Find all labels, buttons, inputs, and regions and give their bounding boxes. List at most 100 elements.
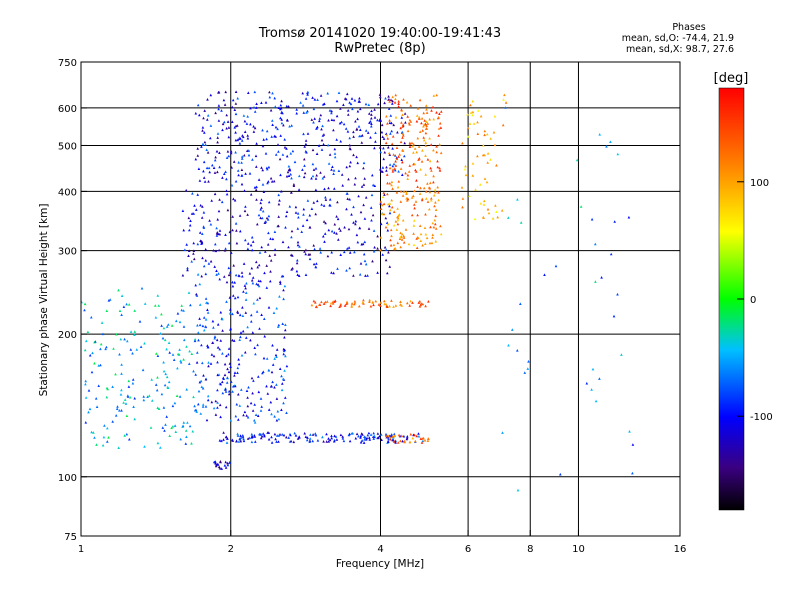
data-point [171,353,175,356]
data-point [554,264,558,268]
data-point [227,241,231,245]
data-point [371,301,374,304]
data-point [206,98,209,101]
data-point [259,208,262,211]
data-point [216,136,219,139]
data-point [364,196,368,199]
data-point [182,325,186,328]
data-point [400,238,404,241]
data-point [329,301,333,305]
data-point [296,437,300,440]
data-point [333,231,336,234]
data-point [206,344,209,347]
data-point [296,273,299,276]
data-point [215,273,218,276]
data-point [150,378,153,381]
data-point [394,441,397,444]
data-point [156,294,160,297]
data-point [206,311,210,314]
data-point [172,358,176,361]
data-point [425,104,428,107]
data-point [376,234,379,238]
data-point [406,115,409,118]
data-point [396,218,400,222]
data-point [381,253,384,256]
data-point [244,350,247,354]
data-point [231,438,234,442]
data-point [350,302,354,305]
data-point [175,394,179,397]
data-point [368,436,371,439]
data-point [232,384,235,388]
data-point [203,140,207,144]
data-point [415,170,418,173]
data-point [312,244,315,247]
data-point [402,134,405,137]
data-point [260,198,263,201]
data-point [265,384,268,388]
data-point [390,433,394,436]
data-point [360,242,363,246]
data-point [285,411,288,414]
data-point [352,221,355,224]
data-point [273,415,276,418]
data-point [185,435,188,438]
data-point [93,361,96,365]
phase-stats: Phases mean, sd,O: -74.4, 21.9 mean, sd,… [534,22,734,55]
data-point [428,117,431,121]
data-point [214,242,217,246]
data-point [410,141,414,145]
data-point [424,154,427,157]
data-point [345,192,349,195]
data-point [439,232,443,236]
data-point [106,440,109,443]
data-point [231,98,235,102]
data-point [251,240,255,243]
data-point [367,227,371,230]
data-point [159,446,162,449]
data-point [491,217,495,220]
data-point [363,259,367,263]
data-point [322,302,326,305]
data-point [327,437,330,440]
data-point [225,156,229,159]
data-point [234,150,237,154]
data-point [308,440,311,443]
data-point [406,435,409,438]
data-point [88,407,92,411]
data-point [405,190,408,194]
data-point [391,99,394,103]
data-point [424,131,428,135]
data-point [257,390,261,394]
data-point [260,166,263,169]
data-point [226,463,230,467]
data-point [255,106,258,109]
data-point [387,95,390,98]
data-point [195,294,199,297]
data-point [384,225,388,229]
data-point [519,221,523,224]
data-point [411,144,415,148]
data-point [471,162,475,165]
data-point [225,280,229,284]
data-point [397,155,400,158]
data-point [371,183,375,187]
data-point [167,341,171,344]
data-point [355,233,359,237]
data-point [391,147,394,150]
data-point [201,142,205,146]
data-point [275,434,279,437]
data-point [176,312,180,315]
data-point [271,237,275,241]
data-point [479,202,483,205]
data-point [403,112,407,115]
data-point [236,295,240,299]
data-point [403,154,406,158]
data-point [396,185,400,189]
data-point [411,436,415,440]
data-point [265,137,268,141]
data-point [219,382,222,386]
data-point [273,357,276,360]
data-point [473,217,477,221]
data-point [201,405,205,408]
